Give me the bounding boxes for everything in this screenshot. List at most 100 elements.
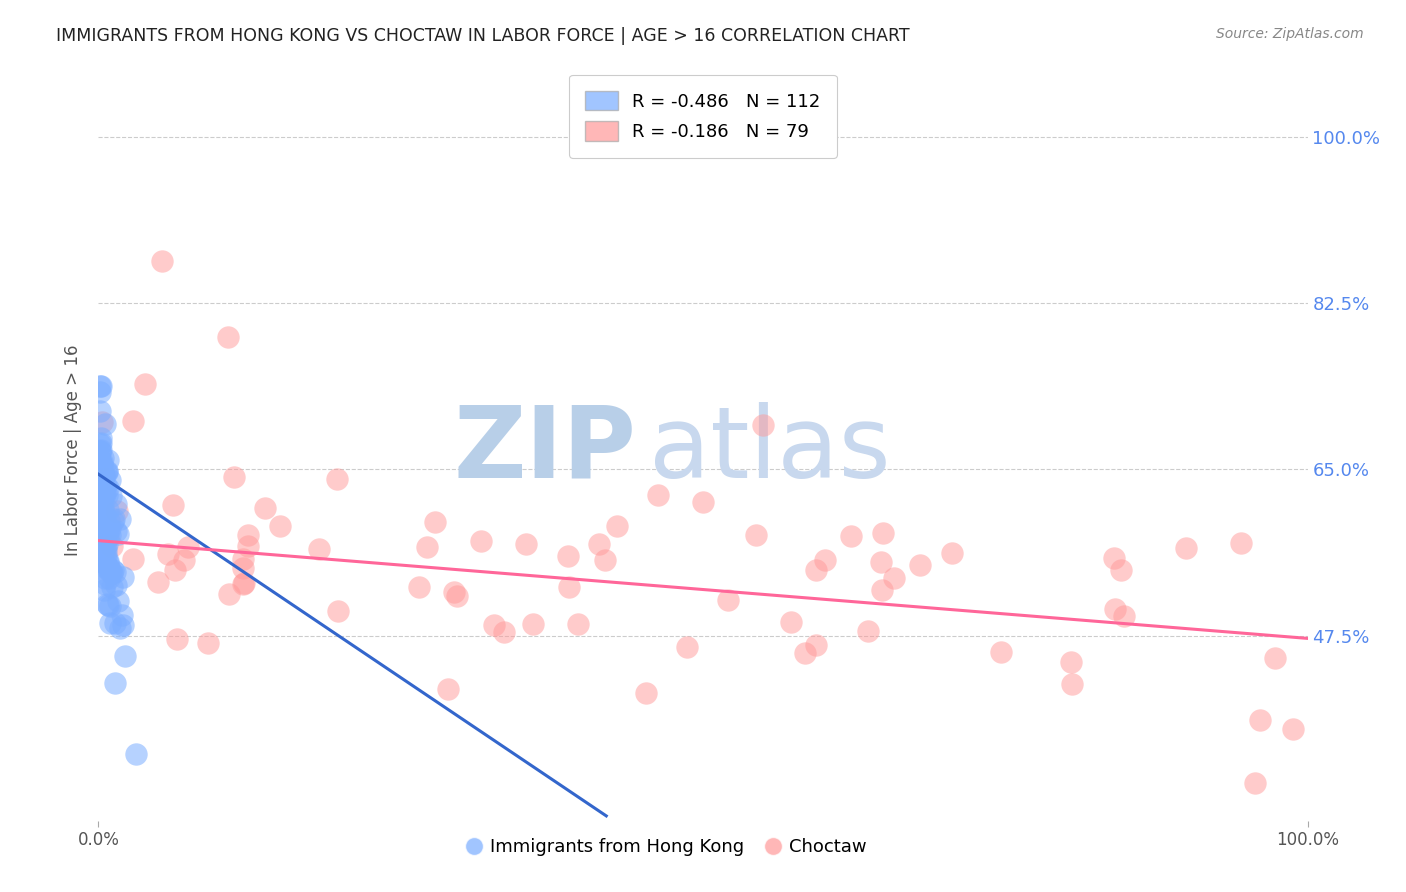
- Point: [89, 481, 111, 495]
- Point: [90, 484, 112, 499]
- Point: [89, 484, 111, 499]
- Point: [97, 481, 120, 495]
- Text: ZIP: ZIP: [454, 402, 637, 499]
- Point: [93, 583, 115, 598]
- Point: [90, 456, 112, 470]
- Point: [96, 597, 118, 611]
- Point: [89, 404, 111, 418]
- Point: [91, 451, 114, 466]
- Point: [90, 469, 112, 483]
- Point: [1281, 722, 1303, 736]
- Point: [173, 553, 195, 567]
- Point: [1060, 655, 1083, 669]
- Point: [91, 415, 114, 429]
- Point: [408, 580, 430, 594]
- Text: Source: ZipAtlas.com: Source: ZipAtlas.com: [1216, 27, 1364, 41]
- Point: [108, 621, 131, 635]
- Point: [96, 537, 118, 551]
- Point: [470, 534, 492, 549]
- Point: [97, 524, 120, 539]
- Point: [101, 540, 124, 554]
- Point: [814, 552, 837, 566]
- Point: [91, 475, 114, 489]
- Point: [990, 645, 1012, 659]
- Point: [593, 553, 616, 567]
- Point: [872, 526, 894, 541]
- Point: [557, 580, 579, 594]
- Point: [89, 436, 111, 450]
- Point: [108, 512, 131, 526]
- Point: [232, 551, 254, 566]
- Point: [97, 599, 120, 613]
- Point: [94, 479, 117, 493]
- Point: [90, 496, 112, 510]
- Point: [101, 514, 124, 528]
- Point: [100, 489, 122, 503]
- Point: [484, 618, 506, 632]
- Point: [676, 640, 699, 655]
- Point: [1104, 551, 1126, 566]
- Text: IMMIGRANTS FROM HONG KONG VS CHOCTAW IN LABOR FORCE | AGE > 16 CORRELATION CHART: IMMIGRANTS FROM HONG KONG VS CHOCTAW IN …: [56, 27, 910, 45]
- Point: [91, 489, 114, 503]
- Point: [98, 528, 121, 542]
- Point: [232, 561, 254, 575]
- Point: [93, 571, 115, 585]
- Point: [752, 418, 775, 433]
- Point: [90, 508, 112, 523]
- Point: [89, 508, 111, 522]
- Point: [93, 503, 115, 517]
- Point: [1111, 563, 1133, 577]
- Point: [101, 580, 124, 594]
- Point: [89, 504, 111, 518]
- Point: [93, 540, 115, 554]
- Point: [111, 608, 134, 623]
- Point: [636, 686, 658, 700]
- Point: [98, 514, 121, 528]
- Point: [269, 518, 291, 533]
- Text: atlas: atlas: [648, 402, 890, 499]
- Point: [94, 417, 117, 431]
- Point: [97, 452, 120, 467]
- Y-axis label: In Labor Force | Age > 16: In Labor Force | Age > 16: [65, 344, 83, 557]
- Point: [104, 578, 127, 592]
- Point: [89, 500, 111, 515]
- Point: [156, 547, 179, 561]
- Point: [96, 465, 118, 479]
- Point: [146, 574, 169, 589]
- Point: [416, 540, 439, 554]
- Point: [794, 646, 817, 660]
- Point: [89, 444, 111, 458]
- Point: [804, 563, 827, 577]
- Point: [93, 509, 115, 524]
- Legend: Immigrants from Hong Kong, Choctaw: Immigrants from Hong Kong, Choctaw: [460, 831, 875, 863]
- Point: [1174, 541, 1197, 555]
- Point: [779, 615, 801, 630]
- Point: [1114, 608, 1136, 623]
- Point: [89, 378, 111, 392]
- Point: [94, 561, 117, 575]
- Point: [89, 496, 111, 510]
- Point: [104, 497, 127, 511]
- Point: [89, 546, 111, 560]
- Point: [165, 563, 187, 577]
- Point: [692, 495, 714, 509]
- Point: [839, 529, 862, 543]
- Point: [494, 625, 516, 640]
- Point: [89, 467, 111, 482]
- Point: [94, 521, 117, 535]
- Point: [567, 616, 589, 631]
- Point: [96, 530, 118, 544]
- Point: [94, 466, 117, 480]
- Point: [93, 488, 115, 502]
- Point: [717, 593, 740, 607]
- Point: [96, 558, 118, 573]
- Point: [870, 583, 893, 598]
- Point: [100, 599, 122, 613]
- Point: [103, 563, 125, 577]
- Point: [89, 489, 111, 503]
- Point: [97, 556, 120, 570]
- Point: [98, 615, 121, 630]
- Point: [90, 431, 112, 445]
- Point: [1249, 713, 1271, 727]
- Point: [217, 329, 239, 343]
